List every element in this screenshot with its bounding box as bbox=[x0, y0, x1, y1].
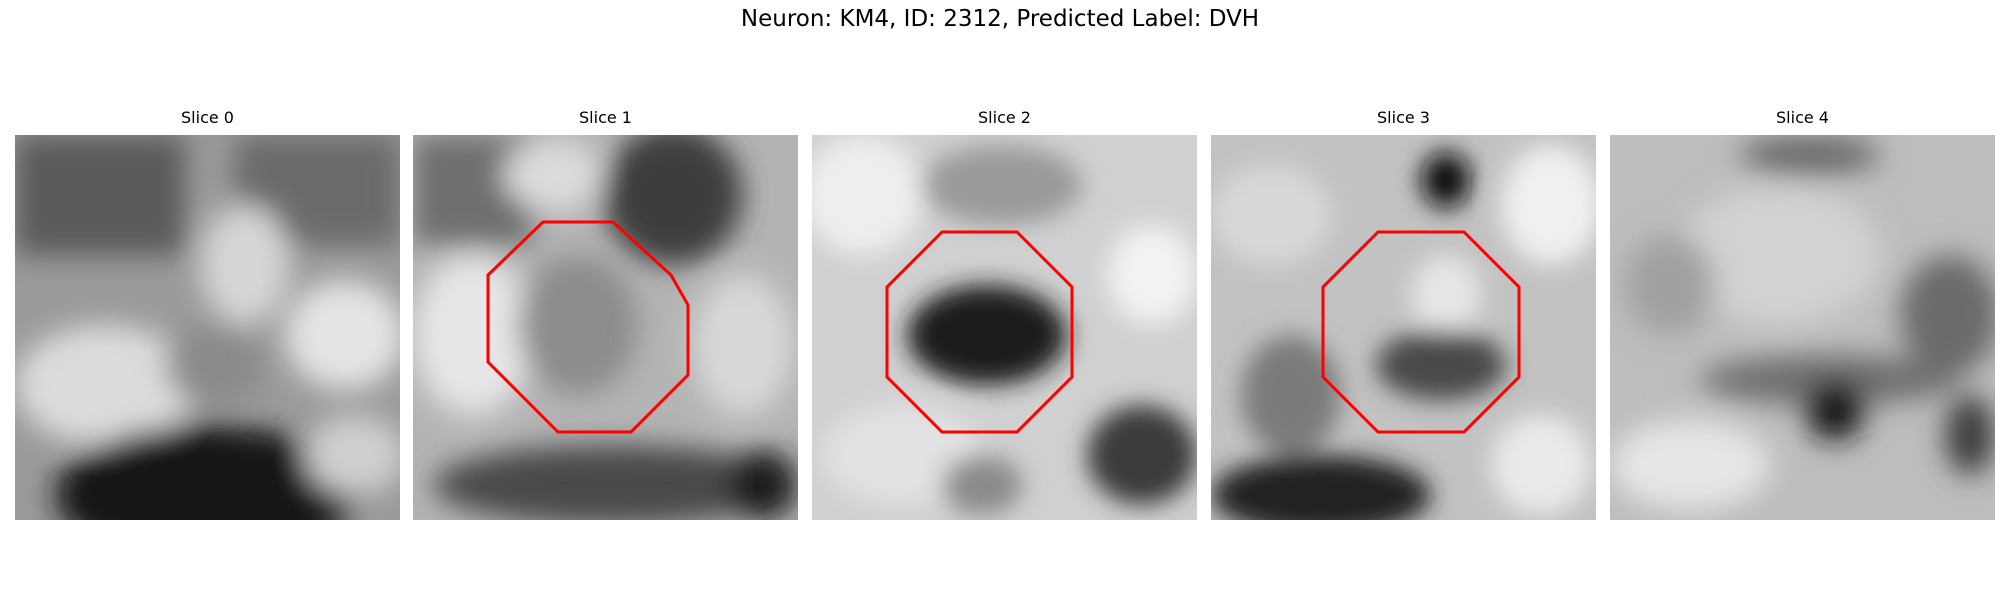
slice-image-0 bbox=[15, 135, 400, 520]
roi-contour bbox=[885, 230, 1074, 434]
slice-image-1 bbox=[413, 135, 798, 520]
slice-title: Slice 1 bbox=[579, 108, 632, 127]
slice-title: Slice 3 bbox=[1377, 108, 1430, 127]
slice-image-4 bbox=[1610, 135, 1995, 520]
slice-panel-0: Slice 0 bbox=[15, 106, 400, 520]
figure-title: Neuron: KM4, ID: 2312, Predicted Label: … bbox=[740, 6, 1260, 32]
slice-panel-4: Slice 4 bbox=[1610, 106, 1995, 520]
slice-title: Slice 2 bbox=[978, 108, 1031, 127]
slice-image-2 bbox=[812, 135, 1197, 520]
slice-image-3 bbox=[1211, 135, 1596, 520]
slice-panel-1: Slice 1 bbox=[413, 106, 798, 520]
slice-title: Slice 4 bbox=[1776, 108, 1829, 127]
slice-panel-3: Slice 3 bbox=[1211, 106, 1596, 520]
slice-panel-2: Slice 2 bbox=[812, 106, 1197, 520]
roi-contour bbox=[1321, 230, 1521, 434]
roi-contour bbox=[486, 220, 690, 434]
slice-title: Slice 0 bbox=[181, 108, 234, 127]
